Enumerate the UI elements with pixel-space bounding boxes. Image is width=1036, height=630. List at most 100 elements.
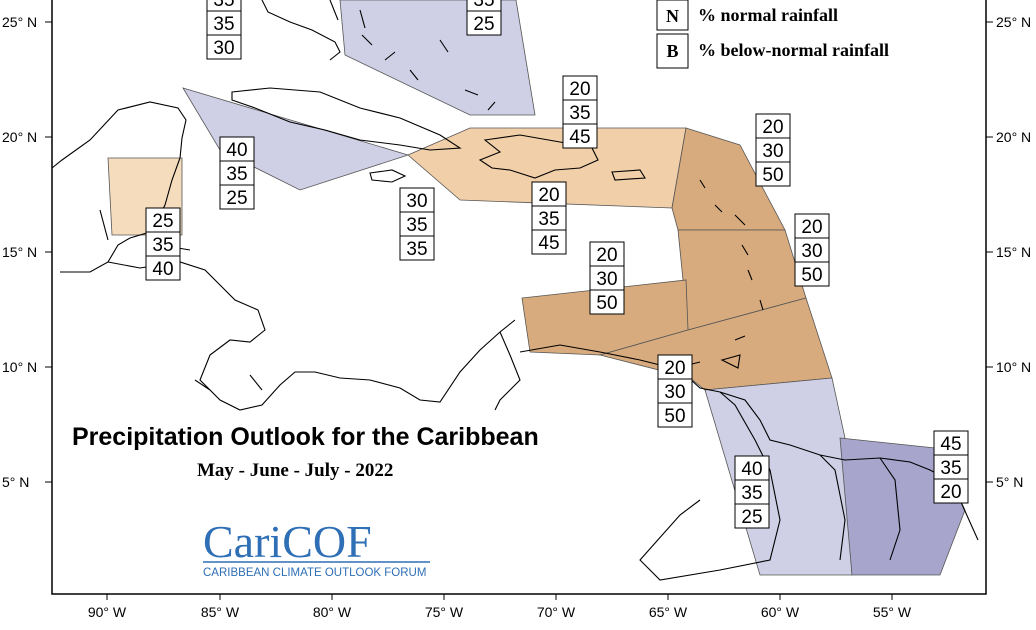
forecast-box-value: 35 — [406, 215, 427, 236]
forecast-box-value: 20 — [538, 185, 559, 206]
legend-key-n: N — [666, 6, 679, 26]
forecast-box-cell — [399, 187, 435, 213]
lat-label-right: 10° N — [996, 359, 1031, 375]
forecast-box-value: 30 — [213, 38, 234, 59]
forecast-box-cell — [933, 430, 969, 456]
forecast-box-cell — [755, 137, 791, 163]
lat-label-left: 15° N — [2, 244, 37, 260]
legend-text-n: % normal rainfall — [698, 5, 838, 25]
lon-label: 80° W — [313, 604, 352, 620]
forecast-box-cell — [399, 235, 435, 261]
forecast-box-cell — [589, 289, 625, 315]
lon-label: 60° W — [761, 604, 800, 620]
forecast-box-value: 40 — [741, 459, 762, 480]
forecast-box-value: 45 — [569, 127, 590, 148]
lon-label: 70° W — [537, 604, 576, 620]
forecast-box-value: 30 — [664, 382, 685, 403]
forecast-box-value: 35 — [741, 483, 762, 504]
forecast-box-cell — [794, 237, 830, 263]
lat-label-right: 5° N — [996, 474, 1023, 490]
lat-ticks: 25° N 25° N 20° N 20° N 15° N 15° N 10° N 10° N… — [2, 14, 1031, 490]
forecast-box-value: 35 — [213, 0, 234, 11]
caricof-logo: CariCOF CARIBBEAN CLIMATE OUTLOOK FORUM — [203, 516, 430, 579]
logo-wordmark: CariCOF — [203, 516, 372, 567]
forecast-box-value: 50 — [801, 265, 822, 286]
forecast-box-value: 35 — [940, 458, 961, 479]
forecast-box-value: 20 — [940, 482, 961, 503]
forecast-box-value: 40 — [152, 259, 173, 280]
lat-label-right: 25° N — [996, 14, 1031, 30]
forecast-box-value: 30 — [762, 141, 783, 162]
forecast-box-value: 30 — [801, 241, 822, 262]
forecast-boxes: 35 35 30 35 25 40 35 25 25 35 40 30 35 35 20 35 45 20 35 45… — [145, 0, 969, 529]
lat-label-left: 5° N — [2, 474, 29, 490]
forecast-box-value: 35 — [473, 0, 494, 11]
forecast-box-value: 30 — [596, 269, 617, 290]
legend-key-b: B — [666, 41, 678, 61]
forecast-box-cell — [562, 99, 598, 125]
forecast-box-cell — [589, 265, 625, 291]
forecast-box-cell — [531, 229, 567, 255]
forecast-box-value: 35 — [152, 235, 173, 256]
forecast-box-value: 25 — [226, 188, 247, 209]
forecast-box-value: 35 — [213, 14, 234, 35]
forecast-box-cell — [562, 123, 598, 149]
forecast-box-cell — [399, 211, 435, 237]
lon-label: 65° W — [649, 604, 688, 620]
forecast-box-cell — [145, 207, 181, 233]
forecast-box-value: 20 — [664, 358, 685, 379]
lon-label: 55° W — [873, 604, 912, 620]
forecast-box-value: 45 — [538, 233, 559, 254]
lon-ticks: 90° W 85° W 80° W 75° W 70° W 65° W 60° W 55° W — [88, 594, 912, 620]
legend-key-box-n — [656, 0, 689, 31]
lat-label-left: 10° N — [2, 359, 37, 375]
forecast-box-cell — [145, 231, 181, 257]
forecast-box-value: 35 — [226, 164, 247, 185]
forecast-box-cell — [734, 503, 770, 529]
forecast-box-value: 45 — [940, 434, 961, 455]
forecast-box-value: 35 — [569, 103, 590, 124]
forecast-box-cell — [531, 181, 567, 207]
forecast-box-cell — [933, 478, 969, 504]
forecast-box-value: 25 — [741, 507, 762, 528]
forecast-box-value: 35 — [406, 239, 427, 260]
forecast-box-cell — [206, 34, 242, 60]
forecast-box-cell — [734, 479, 770, 505]
lat-label-right: 15° N — [996, 244, 1031, 260]
forecast-box-value: 25 — [152, 211, 173, 232]
forecast-box-cell — [531, 205, 567, 231]
forecast-box-value: 20 — [596, 245, 617, 266]
forecast-box-cell — [657, 378, 693, 404]
forecast-box-cell — [466, 10, 502, 36]
forecast-box-value: 50 — [664, 406, 685, 427]
forecast-box-value: 20 — [569, 79, 590, 100]
lat-label-left: 20° N — [2, 129, 37, 145]
lat-label-right: 20° N — [996, 129, 1031, 145]
lat-label-left: 25° N — [2, 14, 37, 30]
forecast-box-value: 25 — [473, 14, 494, 35]
map-title: Precipitation Outlook for the Caribbean — [72, 423, 539, 451]
forecast-box-value: 40 — [226, 140, 247, 161]
forecast-box-cell — [657, 402, 693, 428]
lon-label: 85° W — [201, 604, 240, 620]
forecast-box-cell — [206, 10, 242, 36]
map-subtitle: May - June - July - 2022 — [197, 460, 393, 481]
forecast-box-value: 20 — [801, 217, 822, 238]
legend: N % normal rainfall B % below-normal rai… — [656, 0, 889, 69]
legend-text-b: % below-normal rainfall — [698, 40, 889, 60]
legend-key-box-b — [656, 33, 689, 69]
forecast-box-cell — [657, 354, 693, 380]
forecast-box-value: 50 — [596, 293, 617, 314]
logo-tagline: CARIBBEAN CLIMATE OUTLOOK FORUM — [203, 567, 426, 579]
forecast-box-cell — [755, 161, 791, 187]
forecast-box-cell — [794, 213, 830, 239]
forecast-box-cell — [734, 455, 770, 481]
forecast-box-cell — [219, 184, 255, 210]
forecast-box-cell — [794, 261, 830, 287]
forecast-box-value: 20 — [762, 117, 783, 138]
forecast-box-cell — [219, 136, 255, 162]
forecast-box-cell — [933, 454, 969, 480]
forecast-box-cell — [145, 255, 181, 281]
lon-label: 90° W — [88, 604, 127, 620]
